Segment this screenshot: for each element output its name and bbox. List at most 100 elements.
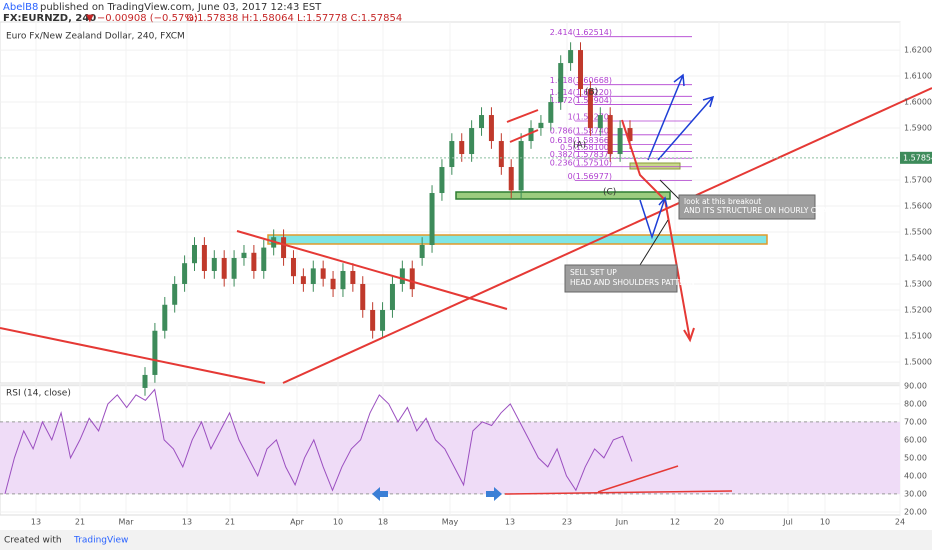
wave-label: (C)	[603, 188, 616, 198]
trendline	[597, 465, 679, 493]
y-tick-label: 1.52000	[904, 305, 932, 314]
y-tick-label: 60.00	[904, 435, 927, 444]
y-tick-label: 90.00	[904, 381, 927, 390]
x-tick-label: Mar	[118, 518, 134, 527]
candle-body	[508, 167, 514, 191]
ohlc: O:1.57838 H:1.58064 L:1.57778 C:1.57854	[186, 13, 402, 24]
candle-body	[380, 309, 386, 331]
x-tick-label: 23	[562, 518, 572, 527]
x-tick-label: 12	[670, 518, 680, 527]
fib-label: 0(1.56977)	[568, 172, 612, 181]
trendline	[504, 490, 733, 495]
x-tick-label: 21	[225, 518, 235, 527]
callout-text: look at this breakout	[684, 197, 761, 206]
arrow	[486, 487, 502, 501]
projections	[639, 73, 715, 240]
y-tick-label: 1.59000	[904, 124, 932, 133]
zone	[267, 234, 768, 245]
candle-body	[320, 268, 326, 279]
candle-body	[370, 309, 376, 331]
arrow	[647, 74, 684, 161]
x-tick-label: 10	[333, 518, 343, 527]
candle-body	[419, 244, 425, 258]
callout	[564, 264, 678, 293]
change: ▼ −0.00908 (−0.57%)	[86, 13, 198, 24]
candle-body	[439, 167, 445, 194]
x-tick-label: 21	[75, 518, 85, 527]
y-tick-label: 1.56000	[904, 202, 932, 211]
candle-body	[578, 50, 584, 90]
candle-body	[617, 128, 623, 155]
y-tick-label: 1.61000	[904, 72, 932, 81]
candle-body	[399, 268, 405, 284]
y-tick-label: 1.53000	[904, 279, 932, 288]
candle-body	[350, 270, 356, 284]
candle-body	[251, 252, 257, 271]
trendline	[0, 327, 266, 384]
candle-body	[409, 268, 415, 290]
candle-body	[142, 374, 148, 388]
y-tick-label: 50.00	[904, 453, 927, 462]
fib-label: 0.5(1.58100)	[560, 143, 612, 152]
x-tick-label: 24	[895, 518, 905, 527]
candle-body	[587, 89, 593, 129]
candle-body	[568, 50, 574, 64]
x-tick-label: 10	[820, 518, 830, 527]
candle-body	[330, 278, 336, 290]
rsi-title: RSI (14, close)	[6, 389, 71, 399]
fib-label: 0.382(1.57837)	[550, 150, 612, 159]
candle-body	[162, 304, 168, 331]
author[interactable]: AbelB8	[3, 2, 38, 13]
candle-body	[281, 237, 287, 258]
candle-body	[498, 141, 504, 168]
rsi-markers	[372, 487, 502, 501]
candle-body	[449, 141, 455, 168]
wave-label: (A)	[573, 141, 586, 151]
last-price-label: 1.57854	[903, 153, 932, 162]
candle-body	[429, 193, 435, 245]
pointer	[639, 219, 669, 266]
candle-body	[221, 257, 227, 279]
zone	[455, 191, 671, 200]
y-tick-label: 1.55000	[904, 227, 932, 236]
arrow-head	[683, 327, 695, 343]
fib-label: 1.272(1.59904)	[550, 96, 612, 105]
wave-label: (B)	[585, 88, 598, 98]
candle-body	[191, 244, 197, 264]
y-tick-label: 1.54000	[904, 253, 932, 262]
y-tick-label: 70.00	[904, 417, 927, 426]
x-tick-label: 13	[505, 518, 515, 527]
arrow-head	[673, 73, 685, 87]
candle-body	[548, 102, 554, 123]
y-tick-label: 1.62000	[904, 46, 932, 55]
fib-label: 0.236(1.57510)	[550, 158, 612, 167]
candle-body	[597, 115, 603, 129]
candle-body	[518, 141, 524, 191]
trendline	[282, 87, 932, 384]
footer-text: Created with	[4, 536, 62, 546]
candle-body	[360, 283, 366, 310]
candle-body	[211, 257, 217, 271]
candle-body	[201, 244, 207, 271]
callout	[678, 194, 816, 220]
x-tick-label: Jul	[782, 518, 793, 527]
trendline	[236, 230, 508, 310]
footer	[0, 530, 932, 550]
rsi-lines	[504, 465, 733, 495]
x-tick-label: 18	[378, 518, 388, 527]
candle-body	[231, 257, 237, 279]
candle-body	[389, 283, 395, 310]
footer-brand[interactable]: TradingView	[73, 536, 128, 546]
candle-body	[488, 115, 494, 142]
candle-body	[241, 252, 247, 258]
candle-body	[469, 128, 475, 155]
candle-body	[261, 247, 267, 271]
x-tick-label: 13	[182, 518, 192, 527]
arrow-head	[658, 196, 668, 208]
fib-label: 2.414(1.62514)	[550, 28, 612, 37]
x-tick-label: 13	[31, 518, 41, 527]
y-tick-label: 30.00	[904, 489, 927, 498]
candle-body	[172, 283, 178, 305]
candle-body	[300, 276, 306, 284]
